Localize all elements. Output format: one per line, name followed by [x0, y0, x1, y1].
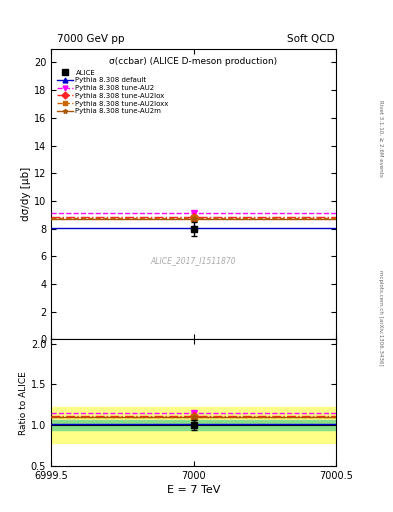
Text: ALICE_2017_I1511870: ALICE_2017_I1511870 — [151, 257, 236, 265]
Bar — [51, 407, 336, 443]
Legend: ALICE, Pythia 8.308 default, Pythia 8.308 tune-AU2, Pythia 8.308 tune-AU2lox, Py: ALICE, Pythia 8.308 default, Pythia 8.30… — [57, 70, 169, 114]
Bar — [51, 420, 336, 431]
Text: Soft QCD: Soft QCD — [287, 34, 335, 45]
Y-axis label: Ratio to ALICE: Ratio to ALICE — [19, 371, 28, 435]
Text: mcplots.cern.ch [arXiv:1306.3436]: mcplots.cern.ch [arXiv:1306.3436] — [378, 270, 383, 365]
Text: Rivet 3.1.10, ≥ 2.6M events: Rivet 3.1.10, ≥ 2.6M events — [378, 100, 383, 177]
X-axis label: E = 7 TeV: E = 7 TeV — [167, 485, 220, 495]
Y-axis label: dσ∕dy [μb]: dσ∕dy [μb] — [21, 167, 31, 221]
Text: σ(ccbar) (ALICE D-meson production): σ(ccbar) (ALICE D-meson production) — [110, 57, 277, 67]
Text: 7000 GeV pp: 7000 GeV pp — [57, 34, 125, 45]
